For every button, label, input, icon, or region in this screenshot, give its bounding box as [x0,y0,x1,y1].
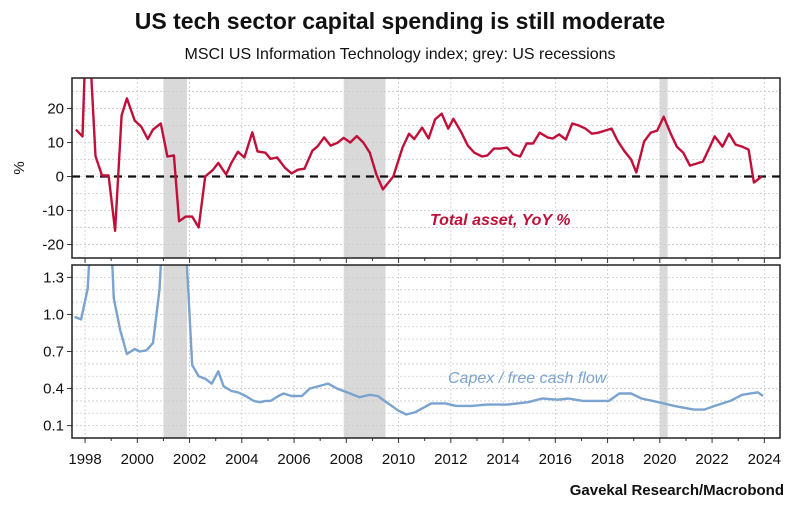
y-tick-label: 0.1 [43,418,64,435]
x-tick-label: 1998 [68,451,101,468]
chart-subtitle: MSCI US Information Technology index; gr… [184,46,616,63]
y-tick-label: 0.4 [43,381,64,398]
series-label: Total asset, YoY % [430,212,571,229]
y-tick-label: -20 [42,236,64,253]
x-tick-label: 2000 [121,451,154,468]
series-line [75,78,763,232]
y-axis-label: % [11,161,28,174]
x-tick-label: 2022 [695,451,728,468]
y-tick-label: 1.0 [43,306,64,323]
series-line [74,265,764,416]
recession-band [659,78,668,258]
x-tick-label: 2010 [382,451,415,468]
recession-band [343,78,386,258]
y-tick-label: 1.3 [43,269,64,286]
panel-2: 0.1 0.4 0.7 1.0 1.3 Capex / free cash flow 199… [43,264,781,468]
recession-band [163,265,187,438]
panel-1: -20 -10 0 10 20 Total asset, YoY %% [11,77,781,263]
y-tick-label: 0 [56,168,64,185]
chart-title: US tech sector capital spending is still… [134,8,666,34]
x-tick-label: 2008 [330,451,363,468]
y-tick-label: -10 [42,202,64,219]
series-label: Capex / free cash flow [448,370,608,387]
x-tick-label: 2014 [486,451,519,468]
y-tick-label: 0.7 [43,344,64,361]
source-label: Gavekal Research/Macrobond [569,482,784,499]
x-tick-label: 2016 [539,451,572,468]
x-tick-label: 2020 [643,451,676,468]
y-tick-label: 10 [47,135,64,152]
x-tick-label: 2018 [591,451,624,468]
x-tick-label: 2004 [225,451,258,468]
y-tick-label: 20 [47,101,64,118]
panel-frame [71,264,781,439]
x-tick-label: 2024 [748,451,781,468]
x-tick-label: 2002 [173,451,206,468]
x-tick-label: 2012 [434,451,467,468]
x-tick-label: 2006 [277,451,310,468]
panel-frame [71,77,781,259]
recession-band [659,265,668,438]
